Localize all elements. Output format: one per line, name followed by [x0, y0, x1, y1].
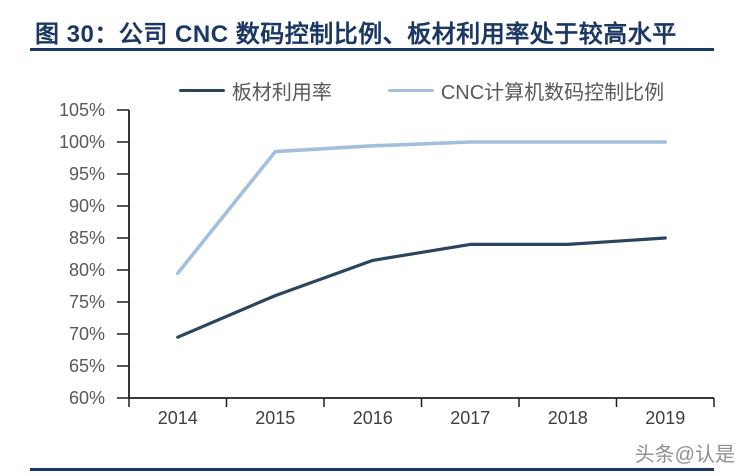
y-tick-label: 70% — [69, 324, 105, 344]
x-tick-label: 2018 — [548, 408, 588, 428]
legend-label-1: CNC计算机数码控制比例 — [440, 82, 665, 104]
y-tick-label: 60% — [69, 388, 105, 408]
watermark: 头条@认是 — [634, 444, 735, 466]
x-tick-label: 2016 — [353, 408, 393, 428]
series-line-1 — [175, 140, 668, 276]
x-tick-label: 2019 — [645, 408, 685, 428]
y-tick-label: 80% — [69, 260, 105, 280]
y-tick-label: 90% — [69, 196, 105, 216]
y-tick-label: 100% — [59, 132, 105, 152]
y-tick-label: 95% — [69, 164, 105, 184]
figure-title: 图 30：公司 CNC 数码控制比例、板材利用率处于较高水平 — [35, 21, 677, 48]
y-tick-label: 75% — [69, 292, 105, 312]
legend-swatch-0 — [178, 88, 225, 93]
legend-swatch-1 — [387, 88, 434, 93]
x-tick-label: 2015 — [255, 408, 295, 428]
y-tick-label: 65% — [69, 356, 105, 376]
series-line-0 — [176, 236, 667, 339]
x-tick-label: 2014 — [158, 408, 198, 428]
legend-item-0: 板材利用率 — [178, 76, 332, 105]
bottom-rule — [30, 468, 714, 471]
legend-label-0: 板材利用率 — [231, 82, 332, 104]
x-tick-label: 2017 — [450, 408, 490, 428]
y-tick-label: 85% — [69, 228, 105, 248]
title-underline — [30, 48, 714, 51]
y-tick-label: 105% — [59, 100, 105, 120]
legend-item-1: CNC计算机数码控制比例 — [387, 76, 665, 105]
chart-legend: 板材利用率 CNC计算机数码控制比例 — [129, 76, 714, 105]
